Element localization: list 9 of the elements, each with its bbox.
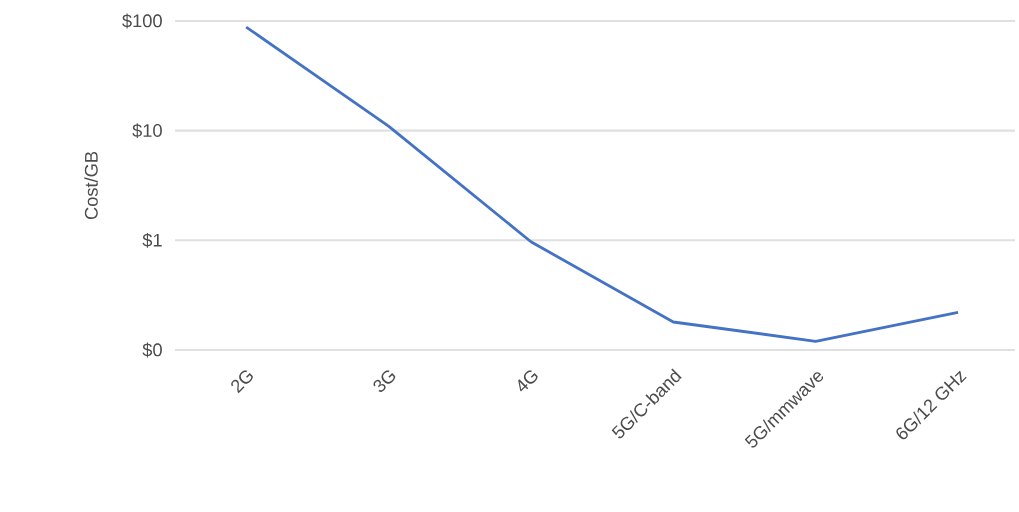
y-tick-label: $10 xyxy=(132,123,162,139)
y-tick-label: $0 xyxy=(142,342,162,358)
line-series xyxy=(244,25,960,343)
y-tick-label: $1 xyxy=(142,232,162,248)
x-tick-label: 4G xyxy=(518,370,538,392)
y-axis-title: Cost/GB xyxy=(84,151,98,220)
y-tick-label: $100 xyxy=(122,13,162,29)
x-tick-label: 2G xyxy=(231,370,253,394)
x-tick-label: 3G xyxy=(373,370,396,392)
